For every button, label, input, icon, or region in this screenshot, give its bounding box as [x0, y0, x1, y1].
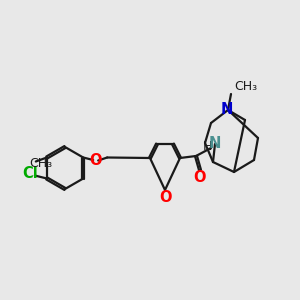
Text: CH₃: CH₃ — [29, 157, 52, 170]
Text: H: H — [202, 140, 212, 152]
Text: Cl: Cl — [22, 166, 38, 181]
Text: O: O — [159, 190, 171, 206]
Text: O: O — [89, 153, 101, 168]
Text: O: O — [194, 170, 206, 185]
Text: CH₃: CH₃ — [234, 80, 257, 94]
Text: N: N — [221, 101, 233, 116]
Text: N: N — [209, 136, 221, 152]
